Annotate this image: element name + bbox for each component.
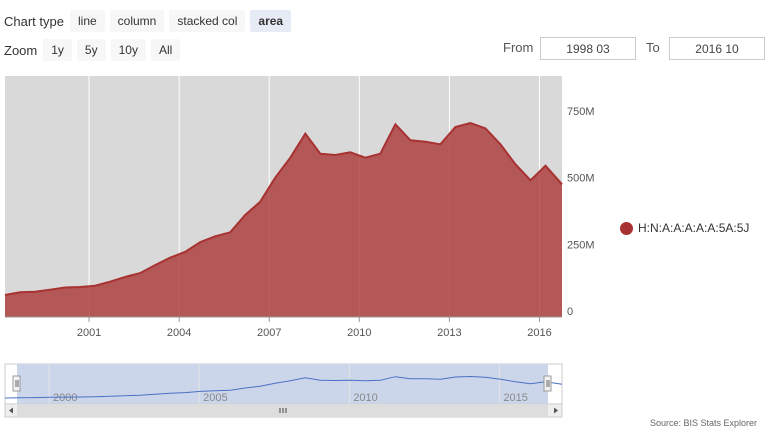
y-tick-label: 0 [567, 306, 573, 318]
scroll-right-arrow-icon[interactable] [554, 407, 558, 414]
series-area[interactable] [5, 123, 562, 317]
series-line[interactable] [4, 121, 563, 296]
to-label: To [646, 40, 660, 55]
zoom-5y-button[interactable]: 5y [76, 39, 106, 61]
zoom-10y-button[interactable]: 10y [110, 39, 146, 61]
zoom-bar: Zoom 1y 5y 10y All [0, 39, 185, 61]
chart-type-bar: Chart type line column stacked col area [0, 10, 296, 32]
x-tick-label: 2007 [257, 327, 281, 339]
zoom-label: Zoom [4, 42, 38, 58]
zoom-1y-button[interactable]: 1y [43, 39, 72, 61]
legend[interactable]: H:N:A:A:A:A:A:5A:5J [620, 221, 749, 235]
navigator-selection[interactable] [17, 364, 548, 404]
chart-type-column-button[interactable]: column [109, 10, 165, 32]
x-axis: 2001 2004 2007 2010 2013 2016 [5, 316, 562, 339]
x-tick-label: 2013 [437, 327, 461, 339]
scroll-left-arrow-icon[interactable] [9, 407, 13, 414]
navigator-tick-label: 2005 [203, 392, 227, 404]
navigator[interactable]: 2000 2005 2010 2015 [4, 363, 563, 418]
chart-type-stacked-col-button[interactable]: stacked col [169, 10, 246, 32]
x-tick-label: 2016 [527, 327, 551, 339]
source-credit: Source: BIS Stats Explorer [649, 418, 757, 428]
chart-type-line-button[interactable]: line [69, 10, 105, 32]
legend-marker-icon [620, 221, 633, 235]
y-tick-label: 750M [567, 106, 595, 118]
navigator-tick-label: 2000 [53, 392, 77, 404]
y-axis: 0 250M 500M 750M [567, 106, 595, 318]
chart-type-area-button[interactable]: area [250, 10, 292, 32]
navigator-tick-label: 2010 [353, 392, 377, 404]
x-tick-label: 2001 [77, 327, 101, 339]
to-date-input[interactable] [669, 37, 765, 60]
x-tick-label: 2010 [347, 327, 371, 339]
from-label: From [503, 40, 534, 55]
chart-type-label: Chart type [4, 13, 64, 29]
legend-series-label: H:N:A:A:A:A:A:5A:5J [638, 221, 750, 235]
y-tick-label: 500M [567, 173, 595, 185]
x-tick-label: 2004 [167, 327, 191, 339]
navigator-series-line [4, 375, 563, 399]
zoom-all-button[interactable]: All [150, 39, 181, 61]
y-tick-label: 250M [567, 239, 595, 251]
navigator-tick-label: 2015 [503, 392, 527, 404]
from-date-input[interactable] [540, 37, 636, 60]
